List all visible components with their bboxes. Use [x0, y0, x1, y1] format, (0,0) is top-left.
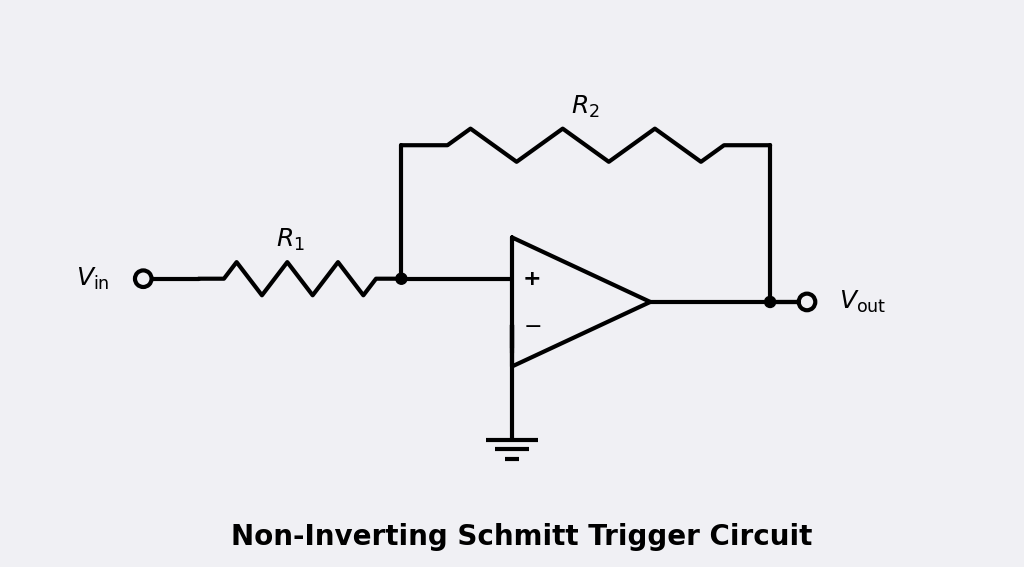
Text: Non-Inverting Schmitt Trigger Circuit: Non-Inverting Schmitt Trigger Circuit	[230, 523, 812, 551]
Text: +: +	[523, 269, 542, 289]
Circle shape	[765, 297, 775, 307]
Text: $V_{\rm in}$: $V_{\rm in}$	[76, 265, 110, 292]
Text: $-$: $-$	[523, 315, 542, 335]
Text: $R_1$: $R_1$	[276, 227, 305, 253]
Text: $V_{\rm out}$: $V_{\rm out}$	[839, 289, 886, 315]
Circle shape	[396, 273, 407, 284]
Text: $R_2$: $R_2$	[571, 94, 600, 120]
